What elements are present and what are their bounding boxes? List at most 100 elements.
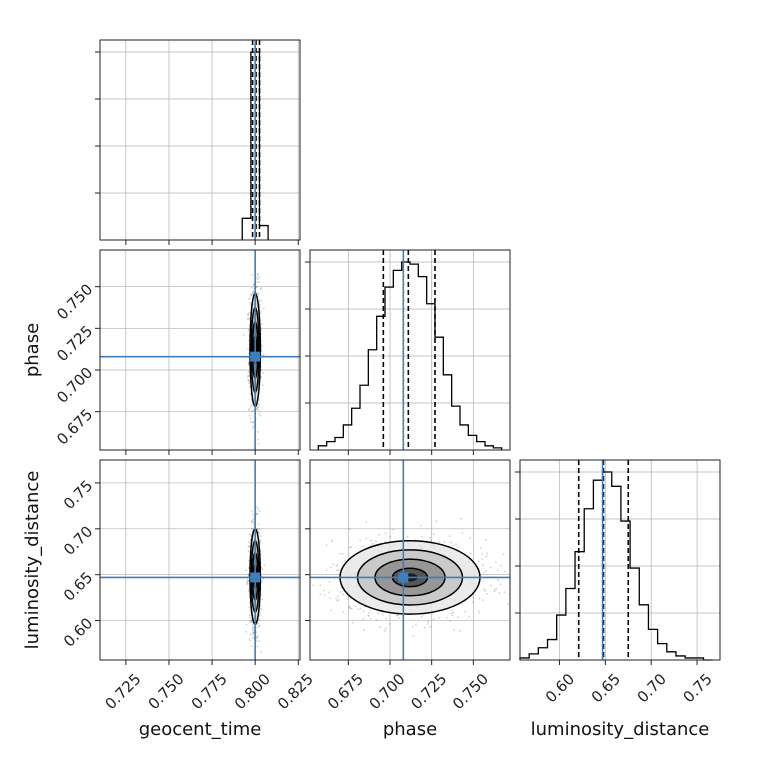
scatter-point [247,374,250,377]
hist-panel-phase [305,249,511,451]
scatter-point [392,528,394,531]
scatter-point [319,593,322,596]
scatter-point [247,545,250,548]
scatter-point [252,290,255,293]
scatter-point [328,580,331,583]
scatter-point [479,547,482,550]
scatter-point [249,414,252,417]
scatter-point [248,608,251,611]
scatter-point [251,623,254,626]
scatter-point [256,292,259,294]
scatter-point [262,384,264,387]
hist-panel-geocent_time-bg [100,40,300,240]
scatter-point [246,583,249,586]
scatter-point [324,594,326,596]
x-tick-label-phase-3: 0.750 [449,670,492,713]
scatter-point [247,559,250,562]
scatter-point [250,619,253,622]
x-tick-label-luminosity_distance-1: 0.65 [588,670,624,706]
scatter-point [388,623,391,625]
scatter-point [258,640,261,642]
scatter-point [451,609,453,611]
scatter-point [248,546,251,548]
scatter-point [438,617,440,619]
hist-panel-luminosity_distance-bg [520,460,720,660]
scatter-panel-geocent_time-luminosity_distance [99,459,301,661]
scatter-point [252,527,254,530]
scatter-point [252,631,255,634]
scatter-point [252,409,255,412]
scatter-point [303,561,305,563]
scatter-point [252,284,255,286]
scatter-point [348,528,351,531]
scatter-point [504,570,506,573]
scatter-point [495,561,497,564]
scatter-point [335,569,338,572]
scatter-point [247,317,250,320]
scatter-panel-geocent_time-phase-border [99,249,301,451]
scatter-point [452,611,455,614]
scatter-point [374,540,377,543]
scatter-point [256,273,259,276]
scatter-point [457,616,459,618]
scatter-point [248,614,251,616]
scatter-point [256,637,258,640]
scatter-panel-geocent_time-phase-bg [100,250,300,450]
scatter-point [260,344,263,347]
hist-panel-phase-border [309,249,511,451]
scatter-point [306,612,308,614]
scatter-point [499,583,502,585]
scatter-point [412,635,415,637]
scatter-point [247,574,250,576]
scatter-point [260,329,263,332]
scatter-point [258,523,261,526]
x-tick-label-phase-0: 0.675 [324,670,367,713]
scatter-point [336,564,339,567]
scatter-point [443,541,446,543]
scatter-point [248,606,251,608]
scatter-point [330,566,333,569]
scatter-point [342,611,345,613]
scatter-point [256,281,259,283]
scatter-point [336,599,339,602]
scatter-point [258,533,261,535]
scatter-point [247,347,249,350]
scatter-point [250,621,253,624]
scatter-point [262,307,265,310]
scatter-point [359,608,362,610]
scatter-point [251,645,253,647]
scatter-point [460,517,462,520]
scatter-point [245,582,248,584]
scatter-point [260,651,262,653]
scatter-point [256,278,259,281]
scatter-point [249,417,252,420]
scatter-point [396,614,399,617]
scatter-point [260,580,263,582]
x-tick-label-luminosity_distance-0: 0.60 [542,670,578,706]
hist-panel-geocent_time-border [99,39,301,241]
scatter-point [256,636,258,639]
scatter-point [337,599,340,601]
scatter-point [249,633,252,636]
scatter-point [370,617,372,620]
scatter-point [378,534,381,536]
scatter-point [472,596,475,599]
scatter-point [362,610,365,613]
scatter-point [248,409,251,412]
scatter-point [362,618,365,621]
scatter-point [252,629,254,632]
scatter-point [247,364,250,366]
scatter-point [253,637,255,639]
scatter-point [248,533,251,536]
scatter-point [259,535,262,537]
scatter-point [406,535,409,538]
hist-line-phase [317,261,503,450]
scatter-point [245,630,247,633]
hist-panel-luminosity_distance-border [519,459,721,661]
scatter-point [448,535,451,538]
scatter-point [258,510,261,513]
scatter-point [249,616,251,619]
scatter-point [337,569,340,571]
scatter-point [452,544,455,547]
scatter-point [331,539,334,541]
